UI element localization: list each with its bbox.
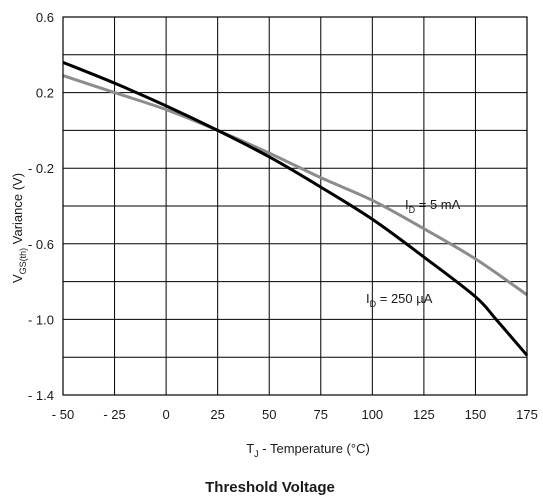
- y-tick-label: 0.2: [36, 86, 54, 101]
- x-axis-label-rest: - Temperature (°C): [259, 441, 370, 456]
- y-axis-label-main: V: [10, 274, 25, 283]
- y-tick-labels: 0.6 0.2 - 0.2 - 0.6 - 1.0 - 1.4: [28, 10, 54, 403]
- y-axis-label-sub: GS(th): [18, 248, 28, 275]
- series-label-250ua-rest: = 250 µA: [376, 291, 433, 306]
- x-tick-label: 150: [465, 407, 487, 422]
- series-line-5ma: [62, 74, 528, 297]
- x-tick-label: 100: [361, 407, 383, 422]
- x-tick-label: 0: [162, 407, 169, 422]
- series-label-250ua-main: I: [366, 291, 370, 306]
- y-tick-label: - 1.4: [28, 388, 54, 403]
- x-tick-labels: - 50 - 25 0 25 50 75 100 125 150 175: [52, 407, 538, 422]
- series-group: [62, 60, 529, 357]
- series-label-5ma-sub: D: [409, 205, 416, 215]
- x-tick-label: 50: [262, 407, 276, 422]
- plot-frame: [62, 16, 528, 396]
- series-label-250ua-sub: D: [370, 299, 377, 309]
- series-label-250ua: ID = 250 µA: [366, 291, 433, 309]
- x-tick-label: 25: [210, 407, 224, 422]
- x-axis-label: TJ - Temperature (°C): [246, 441, 370, 459]
- y-tick-label: 0.6: [36, 10, 54, 25]
- chart-title: Threshold Voltage: [205, 479, 335, 496]
- x-axis-label-sub: J: [254, 449, 259, 459]
- y-tick-label: - 0.2: [28, 161, 54, 176]
- x-tick-label: 75: [314, 407, 328, 422]
- series-label-5ma: ID = 5 mA: [405, 197, 461, 215]
- x-tick-label: 175: [516, 407, 538, 422]
- series-label-5ma-rest: = 5 mA: [415, 197, 460, 212]
- x-tick-label: 125: [413, 407, 435, 422]
- x-axis-label-main: T: [246, 441, 254, 456]
- series-label-5ma-main: I: [405, 197, 409, 212]
- x-tick-label: - 25: [103, 407, 125, 422]
- y-tick-label: - 0.6: [28, 237, 54, 252]
- series-line-250ua: [62, 60, 529, 357]
- x-tick-label: - 50: [52, 407, 74, 422]
- y-axis-label-rest: Variance (V): [10, 173, 25, 248]
- y-tick-label: - 1.0: [28, 312, 54, 327]
- y-axis-label: VGS(th) Variance (V): [10, 173, 28, 283]
